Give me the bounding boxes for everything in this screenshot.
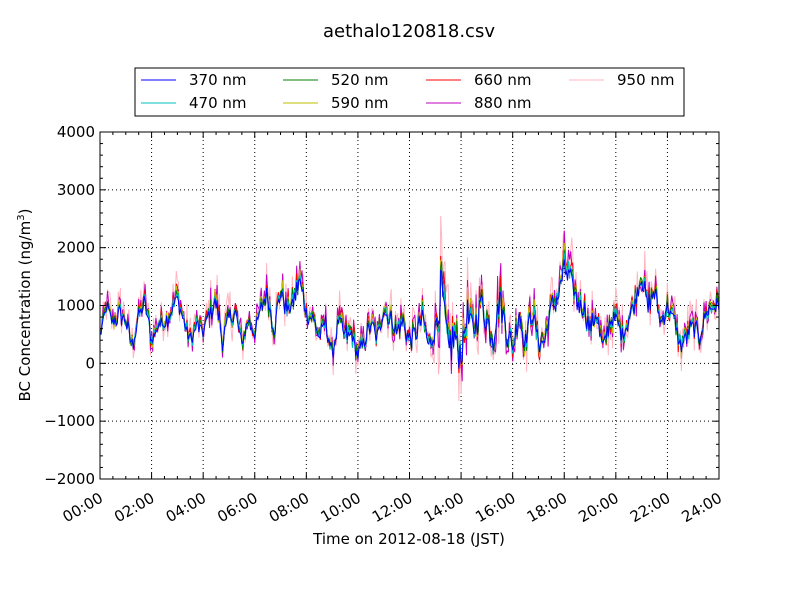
y-tick-label: −1000 [44,412,95,430]
x-tick-label: 10:00 [317,489,363,526]
series-lines [99,215,720,402]
x-tick-label: 02:00 [111,489,157,526]
x-tick-label: 04:00 [163,489,209,526]
y-tick-label: 2000 [57,239,95,257]
legend-label: 470 nm [189,94,247,112]
series-line-880-nm [99,230,720,382]
legend-label: 370 nm [189,71,247,89]
x-tick-label: 08:00 [266,489,312,526]
x-tick-label: 00:00 [60,489,106,526]
x-tick-label: 06:00 [214,489,260,526]
x-tick-label: 24:00 [679,489,725,526]
legend-items: 370 nm 470 nm 520 nm 590 nm 660 nm 880 nm 950 … [141,71,675,112]
series-line-370-nm [99,259,720,369]
grid [100,132,719,479]
y-tick-label: 1000 [57,297,95,315]
legend-label: 660 nm [474,71,532,89]
y-tick-label: 4000 [57,123,95,141]
y-axis-label-close: ) [16,209,34,215]
x-tick-label: 18:00 [524,489,570,526]
y-tick-label: 0 [85,354,95,372]
x-tick-labels: 00:00 02:00 04:00 06:00 08:00 10:00 12:00 14:00… [60,489,725,526]
y-axis-label-main: BC Concentration (ng/m [16,221,34,402]
legend-label: 520 nm [331,71,389,89]
x-tick-label: 12:00 [369,489,415,526]
x-tick-label: 14:00 [421,489,467,526]
chart-title: aethalo120818.csv [323,21,495,42]
y-axis-label-sup: 3 [16,214,27,220]
axis-ticks [99,131,720,480]
x-tick-label: 16:00 [472,489,518,526]
series-line-470-nm [99,253,720,366]
x-tick-label: 22:00 [627,489,673,526]
y-tick-labels: −2000 −1000 0 1000 2000 3000 4000 [44,123,95,488]
y-tick-label: −2000 [44,470,95,488]
y-tick-label: 3000 [57,181,95,199]
y-axis-label: BC Concentration (ng/m3) [16,209,34,402]
legend-box [134,67,685,117]
legend: 370 nm 470 nm 520 nm 590 nm 660 nm 880 nm 950 … [134,67,685,117]
legend-label: 950 nm [617,71,675,89]
legend-label: 880 nm [474,94,532,112]
series-line-950-nm [99,215,720,402]
legend-label: 590 nm [331,94,389,112]
x-tick-label: 20:00 [575,489,621,526]
x-axis-label: Time on 2012-08-18 (JST) [312,530,505,548]
